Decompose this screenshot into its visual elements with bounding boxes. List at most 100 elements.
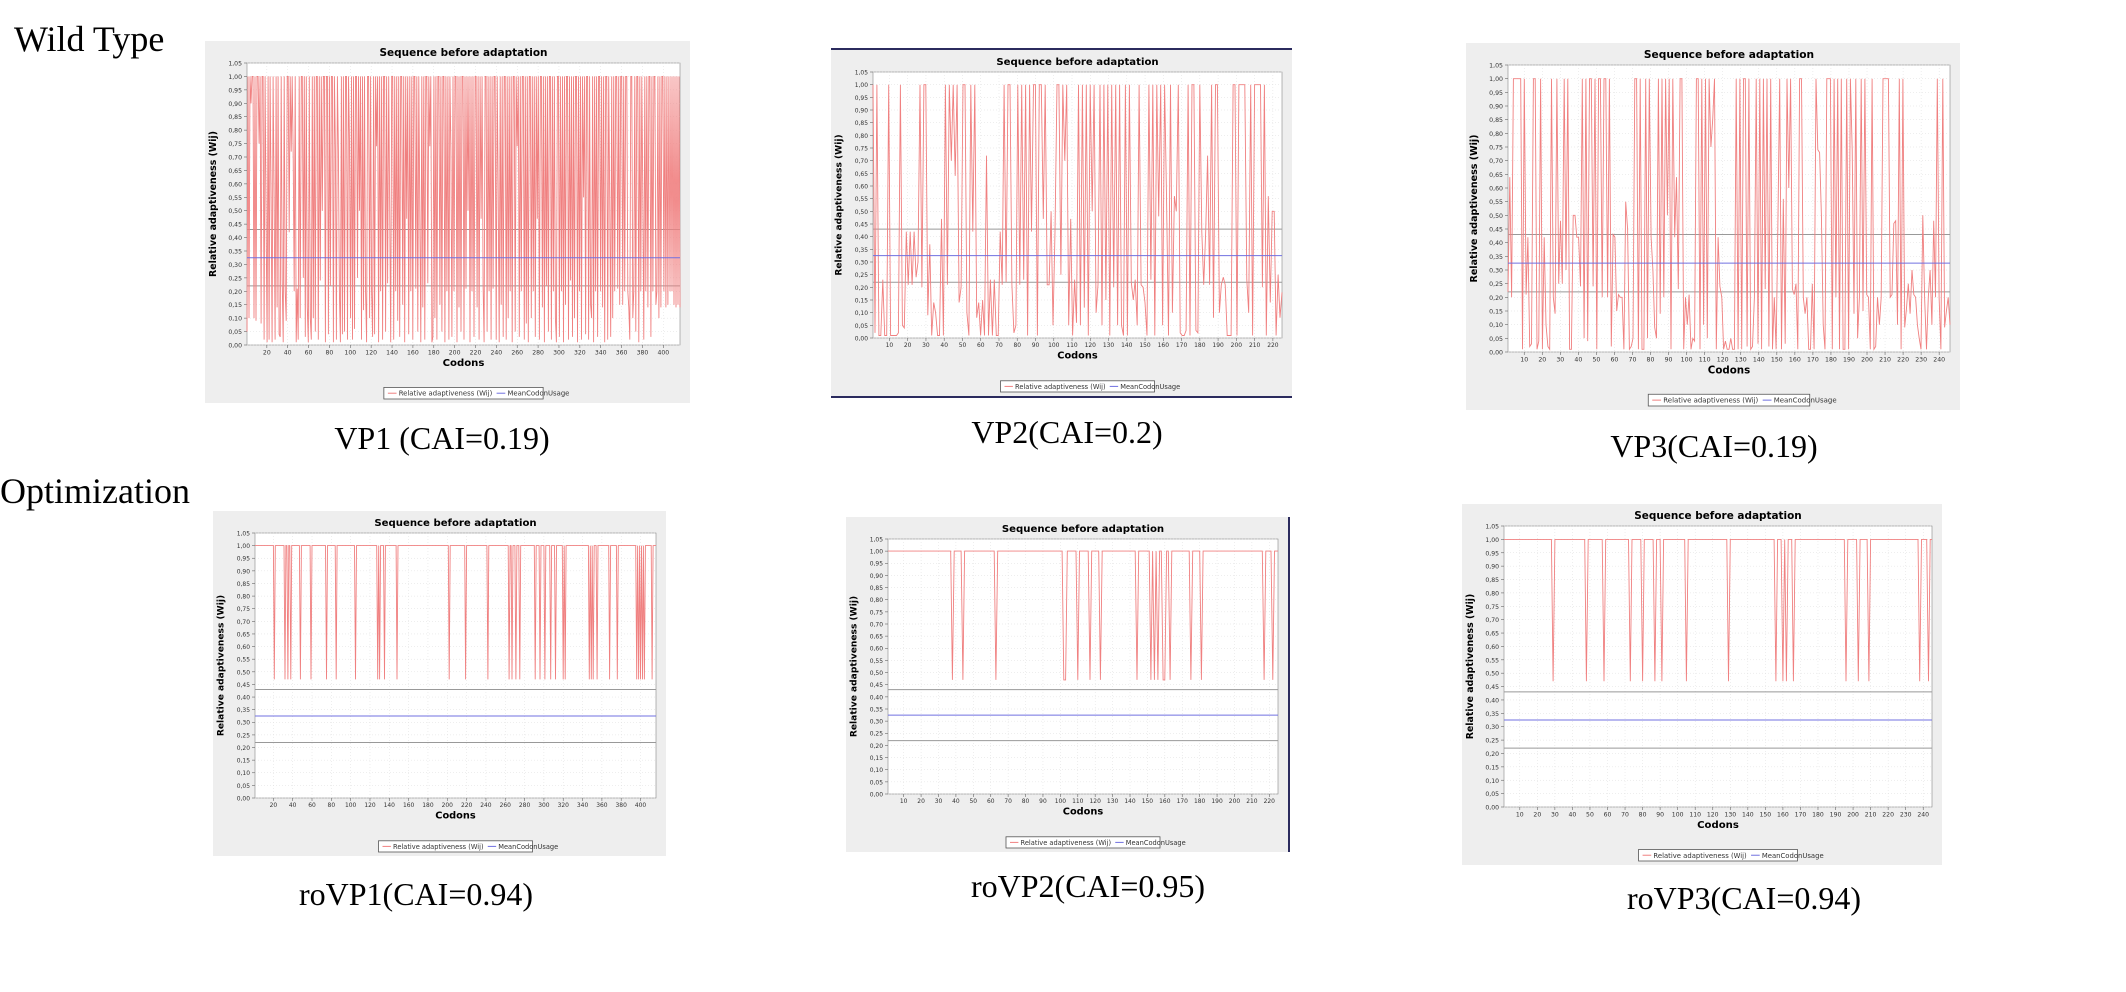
y-tick-label: 0,60	[237, 644, 250, 651]
x-tick-label: 110	[1066, 342, 1078, 349]
y-tick-label: 0,90	[1485, 564, 1499, 571]
y-tick-label: 0,75	[1485, 604, 1499, 611]
x-tick-label: 30	[922, 342, 930, 349]
y-tick-label: 0,40	[870, 694, 883, 701]
y-tick-label: 0,25	[228, 275, 242, 282]
x-tick-label: 80	[326, 349, 334, 356]
x-tick-label: 160	[1777, 811, 1789, 818]
legend: Relative adaptiveness (Wij) MeanCodonUsag…	[378, 840, 558, 853]
y-tick-label: 0,30	[237, 720, 250, 727]
y-tick-label: 0,80	[855, 133, 868, 140]
y-tick-label: 0,50	[228, 208, 242, 215]
x-tick-label: 70	[1621, 811, 1629, 818]
x-tick-label: 90	[1032, 342, 1040, 349]
x-tick-label: 200	[1861, 357, 1873, 364]
chart-rovp2: Sequence before adaptation 0,00 0,05 0,10 0,…	[846, 517, 1290, 852]
y-tick-label: 0,70	[237, 619, 250, 626]
x-tick-label: 100	[1681, 357, 1693, 364]
y-tick-label: 1,05	[855, 69, 868, 76]
x-tick-label: 240	[490, 349, 502, 356]
chart-svg: Sequence before adaptation 0,00 0,05 0,10 0,…	[217, 518, 657, 853]
x-tick-label: 130	[1724, 811, 1736, 818]
y-tick-label: 0,85	[855, 120, 868, 127]
x-tick-label: 200	[442, 802, 454, 809]
y-tick-label: 0,60	[1485, 644, 1499, 651]
legend: Relative adaptiveness (Wij) MeanCodonUsag…	[383, 387, 569, 400]
y-tick-label: 0,10	[228, 316, 242, 323]
y-tick-label: 0,75	[1489, 145, 1503, 152]
y-tick-label: 0,00	[1485, 805, 1499, 812]
x-tick-label: 40	[284, 349, 292, 356]
y-tick-label: 0,85	[870, 585, 883, 592]
plot-area	[254, 532, 657, 799]
x-tick-label: 130	[1103, 342, 1115, 349]
x-tick-label: 20	[1533, 811, 1541, 818]
x-tick-label: 110	[1072, 798, 1084, 805]
y-tick-label: 0,35	[237, 707, 250, 714]
y-tick-label: 1,00	[1489, 76, 1503, 83]
y-tick-label: 0,60	[855, 183, 868, 190]
legend: Relative adaptiveness (Wij) MeanCodonUsag…	[1647, 393, 1837, 407]
x-tick-label: 400	[657, 349, 669, 356]
y-tick-label: 0,10	[237, 770, 250, 777]
x-tick-label: 320	[574, 349, 586, 356]
x-tick-label: 20	[263, 349, 271, 356]
x-tick-label: 40	[952, 798, 960, 805]
y-tick-label: 0,40	[1489, 240, 1503, 247]
y-tick-label: 1,05	[237, 530, 250, 537]
y-axis-label: Relative adaptiveness (Wij)	[835, 134, 845, 275]
y-tick-label: 0,35	[870, 706, 883, 713]
legend-box	[1638, 849, 1798, 862]
y-tick-label: 0,75	[855, 145, 868, 152]
x-tick-label: 260	[500, 802, 512, 809]
x-axis-label: Codons	[443, 358, 485, 369]
x-tick-label: 230	[1900, 811, 1912, 818]
x-tick-label: 170	[1177, 798, 1189, 805]
legend-label: Relative adaptiveness (Wij)	[393, 843, 484, 851]
y-tick-label: 0,20	[855, 285, 868, 292]
x-tick-label: 280	[532, 349, 544, 356]
x-axis-label: Codons	[1057, 350, 1098, 361]
y-tick-label: 0,65	[1489, 172, 1503, 179]
chart-title: Sequence before adaptation	[1002, 524, 1164, 535]
x-tick-label: 180	[1825, 357, 1837, 364]
y-tick-label: 0,80	[1485, 590, 1499, 597]
y-tick-label: 0,35	[1485, 711, 1499, 718]
x-tick-label: 40	[940, 342, 948, 349]
x-axis-label: Codons	[435, 810, 476, 821]
x-tick-label: 180	[1194, 798, 1206, 805]
y-tick-label: 0,20	[1485, 751, 1499, 758]
legend-label: MeanCodonUsage	[1762, 852, 1824, 860]
y-tick-label: 0,70	[855, 158, 868, 165]
y-tick-label: 0,80	[228, 128, 242, 135]
caption-vp3: VP3(CAI=0.19)	[1610, 428, 1818, 464]
y-axis-label: Relative adaptiveness (Wij)	[850, 596, 860, 737]
x-tick-label: 220	[1267, 342, 1279, 349]
y-axis-label: Relative adaptiveness (Wij)	[208, 131, 219, 277]
x-tick-label: 20	[270, 802, 278, 809]
x-tick-label: 10	[886, 342, 894, 349]
x-tick-label: 150	[1142, 798, 1154, 805]
y-tick-label: 0,65	[855, 171, 868, 178]
caption-rovp3: roVP3(CAI=0.94)	[1626, 880, 1862, 916]
wij-series-line	[255, 545, 656, 680]
x-tick-label: 100	[344, 349, 356, 356]
y-tick-label: 0,05	[1489, 336, 1503, 343]
y-tick-label: 0,05	[237, 783, 250, 790]
x-tick-label: 160	[1158, 342, 1170, 349]
caption-vp2: VP2(CAI=0.2)	[971, 414, 1163, 450]
legend-label: MeanCodonUsage	[1126, 839, 1186, 847]
y-tick-label: 0,55	[855, 196, 868, 203]
x-tick-label: 60	[987, 798, 995, 805]
x-tick-label: 100	[1048, 342, 1060, 349]
x-tick-label: 140	[384, 802, 396, 809]
x-tick-label: 10	[1520, 357, 1528, 364]
y-tick-label: 0,95	[1489, 90, 1503, 97]
chart-svg: Sequence before adaptation 0,00 0,05 0,10 0,…	[1469, 48, 1951, 407]
x-tick-label: 50	[959, 342, 967, 349]
x-tick-label: 140	[1121, 342, 1133, 349]
x-tick-label: 100	[345, 802, 357, 809]
y-tick-label: 0,70	[870, 621, 883, 628]
y-tick-label: 0,90	[237, 568, 250, 575]
y-tick-label: 0,25	[1485, 738, 1499, 745]
